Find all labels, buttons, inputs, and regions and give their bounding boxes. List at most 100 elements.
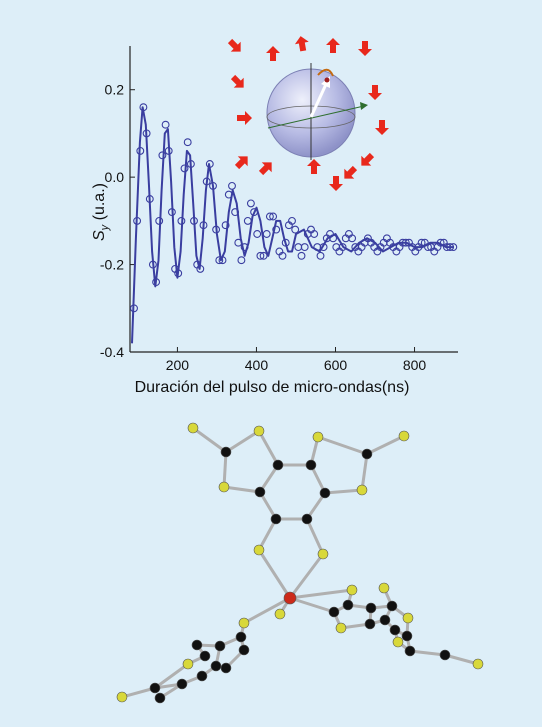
molecule-bond — [316, 435, 369, 456]
molecule-bond — [257, 517, 278, 552]
carbon-atom — [176, 678, 188, 690]
molecule-bond — [443, 653, 480, 666]
data-point — [259, 251, 268, 260]
carbon-atom — [319, 487, 331, 499]
carbon-atom — [210, 660, 222, 672]
y-tick-label: -0.2 — [100, 257, 124, 273]
carbon-atom — [238, 644, 250, 656]
molecule-bond — [257, 548, 292, 600]
molecule-bond — [222, 485, 262, 494]
molecule-bond — [191, 426, 228, 454]
y-axis-title-main: S — [91, 230, 108, 241]
red-arrow-icon — [358, 41, 372, 56]
sulfur-atom — [182, 658, 194, 670]
sulfur-atom — [253, 425, 265, 437]
data-point — [265, 212, 274, 221]
sulfur-atom — [312, 431, 324, 443]
carbon-atom — [254, 486, 266, 498]
data-point — [288, 216, 296, 225]
data-point — [256, 251, 265, 260]
carbon-atom — [379, 614, 391, 626]
x-tick-label: 200 — [166, 357, 190, 373]
sulfur-atom — [238, 617, 250, 629]
chart-ticks: 200 400 600 800 0.2 0.0 -0.2 -0.4 — [100, 82, 427, 373]
molecule-bond — [242, 596, 292, 625]
spin-vector — [309, 81, 329, 118]
data-point — [161, 120, 170, 129]
carbon-atom — [401, 630, 413, 642]
data-point — [237, 256, 246, 265]
chart-marks — [130, 103, 458, 344]
carbon-atom — [214, 640, 226, 652]
sulfur-atom — [346, 584, 358, 596]
data-point — [228, 181, 236, 190]
data-point — [246, 199, 255, 208]
carbon-atom — [199, 650, 211, 662]
red-arrow-icon — [230, 74, 244, 88]
data-point — [297, 251, 306, 260]
carbon-atom — [365, 602, 377, 614]
y-axis-title-unit: (u.a.) — [91, 183, 108, 225]
carbon-atom — [191, 639, 203, 651]
molecule-bond — [360, 452, 369, 492]
sulfur-atom — [472, 658, 484, 670]
red-arrow-icon — [326, 38, 340, 53]
sulfur-atom — [116, 691, 128, 703]
data-point — [269, 212, 278, 221]
data-point — [338, 243, 347, 252]
data-point — [310, 230, 319, 238]
carbon-atom — [439, 649, 451, 661]
carbon-atom — [220, 662, 232, 674]
red-arrow-icon — [227, 38, 241, 52]
red-arrow-icon — [258, 162, 272, 176]
molecule-bond — [153, 662, 190, 690]
data-point — [278, 251, 287, 260]
y-tick-label: -0.4 — [100, 344, 124, 360]
data-point — [215, 256, 224, 265]
sulfur-atom — [356, 484, 368, 496]
sulfur-atom — [392, 636, 404, 648]
molecule-bond — [288, 596, 336, 614]
data-point — [262, 230, 271, 238]
red-arrow-icon — [266, 46, 280, 61]
data-point — [300, 243, 309, 252]
carbon-atom — [301, 513, 313, 525]
data-point — [272, 225, 281, 234]
carbon-atom — [235, 631, 247, 643]
data-point — [221, 221, 230, 230]
y-axis-title-sub: y — [99, 223, 111, 231]
molecule-bond — [288, 552, 325, 600]
y-axis-title: Sy (u.a.) — [91, 183, 111, 241]
sulfur-atom — [253, 544, 265, 556]
y-tick-label: 0.0 — [105, 169, 125, 185]
fit-line — [131, 106, 454, 344]
carbon-atom — [328, 606, 340, 618]
sphere-x-arrowhead — [360, 102, 368, 110]
red-arrow-icon — [375, 120, 389, 135]
chart-axes — [129, 46, 458, 353]
molecule-structure — [116, 422, 484, 704]
carbon-atom — [154, 692, 166, 704]
red-arrow-icon — [344, 165, 358, 179]
red-arrow-icon — [234, 156, 248, 170]
data-point — [243, 216, 252, 225]
carbon-atom — [220, 446, 232, 458]
molecule-bond — [258, 463, 280, 494]
data-point — [183, 138, 192, 147]
carbon-atom — [149, 682, 161, 694]
carbon-atom — [270, 513, 282, 525]
data-point — [158, 151, 167, 160]
data-point — [291, 225, 300, 234]
red-arrow-icon — [329, 176, 343, 191]
x-tick-label: 400 — [245, 357, 269, 373]
sulfur-atom — [274, 608, 286, 620]
red-arrow-icon — [307, 159, 321, 174]
sulfur-atom — [218, 481, 230, 493]
red-arrow-icon — [361, 152, 375, 166]
bloch-sphere-inset — [227, 36, 389, 191]
sulfur-atom — [317, 548, 329, 560]
molecule-bond — [224, 429, 261, 454]
x-axis-title: Duración del pulso de micro-ondas(ns) — [135, 379, 410, 396]
